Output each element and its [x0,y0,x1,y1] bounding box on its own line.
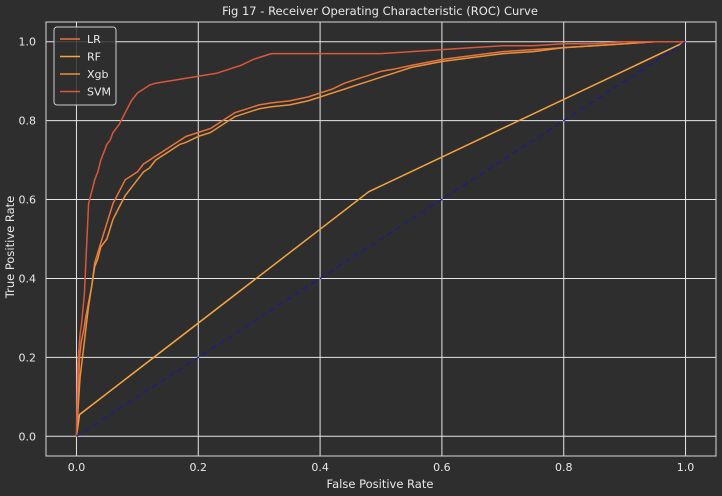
grid [46,22,716,456]
diagonal-reference-line [76,41,686,437]
plot-frame [45,21,717,457]
x-tick-label: 0.0 [68,461,86,474]
series-line-svm [75,40,686,437]
legend-label-lr: LR [87,33,101,46]
y-tick-label: 0.2 [19,351,37,364]
axes: 0.0 0.2 0.4 0.6 0.8 1.0 0.0 0.2 0.4 0.6 0.8 1.0 [19,21,717,474]
series-line-rf [75,41,686,437]
chart-title: Fig 17 - Receiver Operating Characterist… [222,4,538,18]
y-tick-label: 0.4 [19,272,37,285]
legend-label-rf: RF [87,51,101,64]
legend-box [53,26,117,106]
legend-label-svm: SVM [87,86,111,99]
series-line-xgb [75,40,686,437]
y-tick-label: 0.6 [19,194,37,207]
x-tick-label: 0.8 [555,461,573,474]
y-tick-label: 0.8 [19,115,37,128]
x-tick-label: 1.0 [677,461,695,474]
x-tick-label: 0.6 [433,461,451,474]
y-tick-label: 1.0 [19,36,37,49]
series-lines [75,40,686,437]
x-tick-label: 0.2 [190,461,208,474]
legend: LR RF Xgb SVM [53,26,117,106]
y-axis-label: True Positive Rate [3,196,17,299]
x-tick-label: 0.4 [311,461,329,474]
series-line-lr [75,40,686,437]
legend-label-xgb: Xgb [87,68,109,81]
y-tick-label: 0.0 [19,430,37,443]
x-axis-label: False Positive Rate [327,477,434,491]
